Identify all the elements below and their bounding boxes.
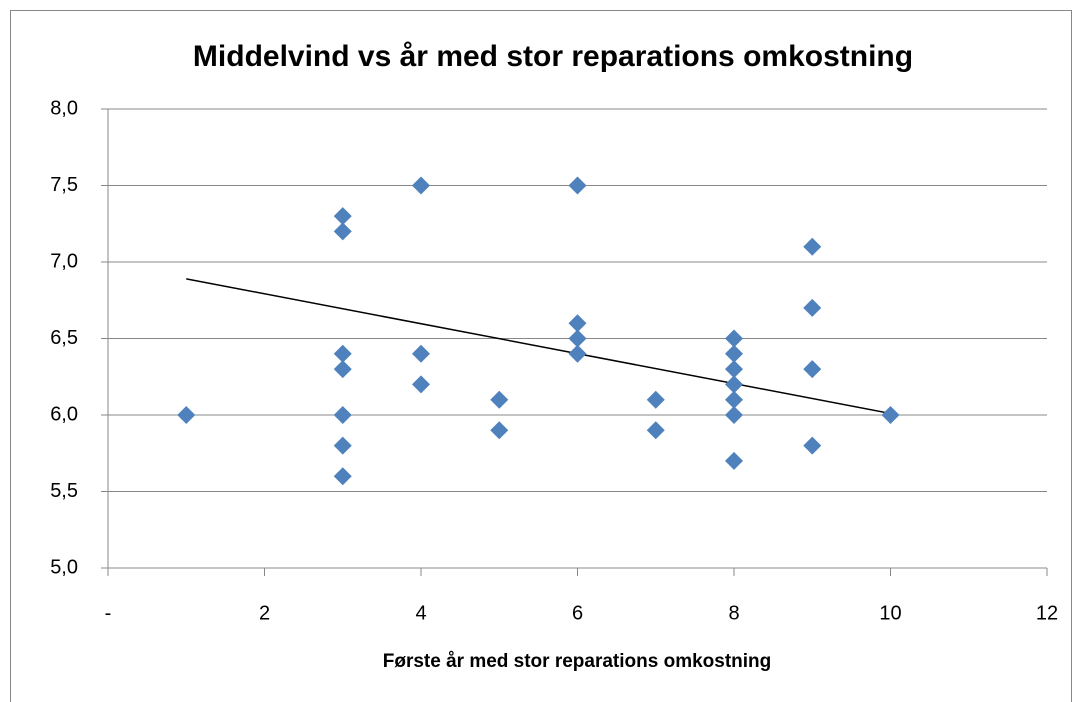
x-tick-label: 10 bbox=[879, 602, 901, 624]
y-tick-label: 7,5 bbox=[50, 174, 78, 196]
point bbox=[803, 237, 822, 256]
y-tick-label: 6,0 bbox=[50, 403, 78, 425]
y-tick-label: 7,0 bbox=[50, 250, 78, 272]
point bbox=[725, 390, 743, 409]
point bbox=[412, 176, 430, 195]
point bbox=[333, 467, 352, 486]
x-tick-label: - bbox=[105, 602, 112, 624]
x-axis-label: Første år med stor reparations omkostnin… bbox=[383, 651, 772, 672]
point bbox=[568, 344, 587, 363]
x-tick-label: 12 bbox=[1036, 602, 1058, 624]
point bbox=[412, 344, 430, 363]
point bbox=[333, 207, 352, 226]
chart-border bbox=[10, 10, 1072, 702]
y-tick-label: 5,5 bbox=[50, 480, 78, 502]
point bbox=[803, 436, 822, 455]
point bbox=[803, 298, 822, 317]
point bbox=[803, 360, 822, 379]
point bbox=[490, 390, 509, 409]
point bbox=[725, 344, 743, 363]
point bbox=[646, 421, 665, 440]
point bbox=[333, 344, 352, 363]
point bbox=[725, 360, 743, 379]
y-tick-label: 6,5 bbox=[50, 327, 78, 349]
point bbox=[568, 176, 587, 195]
point bbox=[333, 222, 352, 241]
y-tick-label: 5,0 bbox=[50, 556, 78, 578]
point bbox=[881, 406, 900, 424]
point bbox=[568, 314, 587, 333]
point bbox=[490, 421, 509, 440]
point bbox=[725, 451, 743, 470]
point bbox=[333, 360, 352, 379]
point bbox=[568, 329, 587, 348]
chart-title: Middelvind vs år med stor reparations om… bbox=[193, 40, 913, 73]
point bbox=[177, 406, 196, 424]
point bbox=[646, 390, 665, 409]
x-tick-label: 8 bbox=[728, 602, 739, 624]
x-tick-label: 6 bbox=[572, 602, 583, 624]
x-tick-label: 4 bbox=[415, 602, 426, 624]
point bbox=[412, 375, 430, 394]
trendline bbox=[186, 278, 891, 415]
x-tick-label: 2 bbox=[259, 602, 270, 624]
point bbox=[333, 436, 352, 455]
point bbox=[333, 406, 352, 424]
point bbox=[725, 329, 743, 348]
y-tick-label: 8,0 bbox=[50, 97, 78, 119]
point bbox=[725, 406, 743, 424]
point bbox=[725, 375, 743, 394]
